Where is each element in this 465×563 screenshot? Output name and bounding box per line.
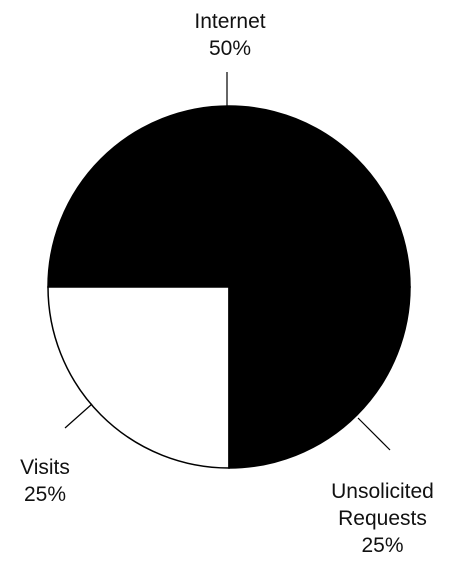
pie-slices [47,105,411,469]
leader-line-visits [64,403,93,429]
pie-slice-unsolicited-requests [47,286,230,469]
slice-label-unsolicited-name-line2: Requests [338,507,427,530]
slice-label-internet-name: Internet [194,10,266,33]
pie-slice-visits [228,286,411,469]
slice-label-internet: Internet 50% [150,8,310,62]
slice-label-unsolicited-percent: 25% [361,534,404,557]
slice-label-unsolicited-name-line1: Unsolicited [331,480,434,503]
leader-line-unsolicited [357,417,391,451]
slice-label-visits-name: Visits [20,456,70,479]
slice-label-visits: Visits 25% [0,454,90,508]
slice-label-unsolicited-requests: Unsolicited Requests 25% [300,478,465,559]
slice-label-visits-percent: 25% [23,483,67,506]
pie-slice-internet [47,105,411,288]
slice-label-internet-percent: 50% [208,37,252,60]
leader-lines [64,72,391,451]
